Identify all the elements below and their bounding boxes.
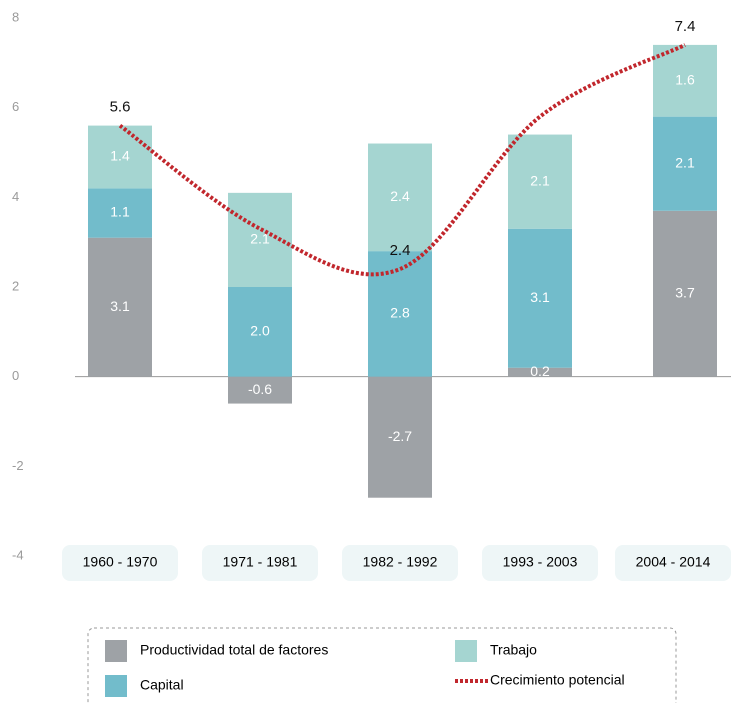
y-tick-label: -4 <box>12 547 24 562</box>
data-label: 0.2 <box>530 363 550 379</box>
y-tick-label: -2 <box>12 458 24 473</box>
bar-segment <box>228 192 292 287</box>
x-tick-label: 2004 - 2014 <box>636 554 711 570</box>
data-label: 2.1 <box>675 154 695 170</box>
data-label: 2.1 <box>530 172 550 188</box>
bar-segment <box>653 44 717 117</box>
line-label: 2.4 <box>390 242 411 259</box>
y-tick-label: 0 <box>12 368 19 383</box>
y-tick-label: 8 <box>12 9 19 24</box>
data-label: 2.0 <box>250 323 270 339</box>
data-label: 2.8 <box>390 305 410 321</box>
bar-segment <box>508 134 572 229</box>
legend-label: Trabajo <box>490 642 537 658</box>
bar-segment <box>88 237 152 377</box>
x-tick-label: 1971 - 1981 <box>223 554 298 570</box>
category-box <box>62 545 178 581</box>
data-label: 1.4 <box>110 148 130 164</box>
line-label: 5.6 <box>110 99 131 116</box>
y-tick-label: 2 <box>12 278 19 293</box>
x-tick-label: 1993 - 2003 <box>503 554 578 570</box>
data-label: 1.1 <box>110 204 130 220</box>
line-label: 7.4 <box>675 18 696 35</box>
category-box <box>342 545 458 581</box>
bar-segment <box>368 376 432 498</box>
bar-segment <box>228 376 292 404</box>
legend-box <box>87 627 677 703</box>
legend-label: Capital <box>140 677 184 693</box>
bar-segment <box>368 143 432 252</box>
bar-segment <box>508 367 572 377</box>
legend-label: Crecimiento potencial <box>490 672 625 688</box>
y-tick-label: 6 <box>12 99 19 114</box>
data-label: 3.1 <box>530 289 550 305</box>
bar-segment <box>228 287 292 377</box>
y-tick-label: 4 <box>12 189 19 204</box>
x-tick-label: 1960 - 1970 <box>83 554 158 570</box>
legend-swatch <box>105 640 127 662</box>
bar-segment <box>88 125 152 189</box>
legend-swatch <box>455 640 477 662</box>
data-label: 2.4 <box>390 188 410 204</box>
data-label: 1.6 <box>675 71 695 87</box>
category-box <box>202 545 318 581</box>
bar-segment <box>368 251 432 377</box>
legend-label: Productividad total de factores <box>140 642 328 658</box>
data-label: 3.7 <box>675 284 695 300</box>
data-label: 2.1 <box>250 231 270 247</box>
legend-swatch <box>105 675 127 697</box>
data-label: -0.6 <box>248 381 272 397</box>
bar-segment <box>653 210 717 377</box>
bar-segment <box>88 188 152 238</box>
data-label: -2.7 <box>388 428 412 444</box>
bar-segment <box>508 228 572 368</box>
category-box <box>615 545 731 581</box>
category-box <box>482 545 598 581</box>
x-tick-label: 1982 - 1992 <box>363 554 438 570</box>
bar-segment <box>653 116 717 211</box>
data-label: 3.1 <box>110 298 130 314</box>
